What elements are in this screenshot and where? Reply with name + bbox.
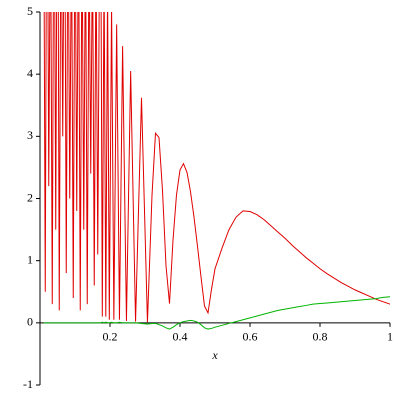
plot-area <box>43 12 391 330</box>
y-tick-label: 5 <box>27 4 33 18</box>
y-tick-label: 1 <box>27 252 33 266</box>
data-line <box>43 12 391 323</box>
x-tick-label: 0.8 <box>313 330 328 344</box>
y-tick-label: 3 <box>27 128 33 142</box>
x-tick-label: 0.4 <box>173 330 188 344</box>
y-tick-label: 2 <box>27 190 33 204</box>
y-tick-label: -1 <box>23 377 33 391</box>
y-tick-label: 0 <box>27 315 33 329</box>
y-tick-label: 4 <box>27 66 33 80</box>
x-tick-label: 0.6 <box>243 330 258 344</box>
data-line <box>43 296 391 330</box>
x-tick-label: 1 <box>387 330 393 344</box>
x-axis-label: x <box>211 348 218 362</box>
x-tick-label: 0.2 <box>103 330 118 344</box>
